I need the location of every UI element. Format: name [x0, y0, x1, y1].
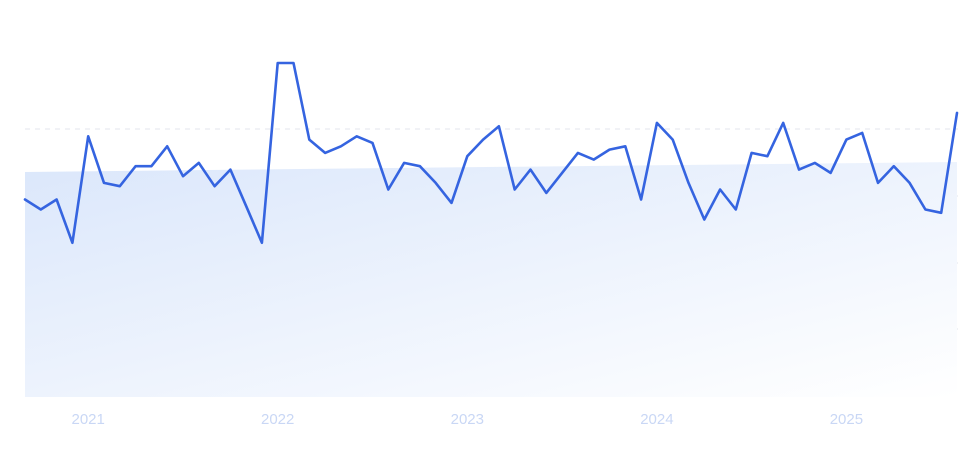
data-point-2022-11	[433, 180, 439, 186]
area-panel	[25, 162, 957, 397]
data-point-2021-04	[133, 163, 139, 169]
x-tick-label-2024: 2024	[640, 411, 673, 428]
data-point-2023-02	[480, 137, 486, 143]
data-point-2022-10	[417, 163, 423, 169]
data-point-2021-02	[101, 180, 107, 186]
data-point-2022-07	[370, 140, 376, 146]
data-point-2024-06	[733, 207, 739, 213]
data-point-2021-07	[180, 173, 186, 179]
data-point-2022-09	[401, 160, 407, 166]
data-point-2023-06	[543, 190, 549, 196]
data-point-2022-06	[354, 133, 360, 139]
data-point-2021-06	[164, 143, 170, 149]
data-point-2024-05	[717, 187, 723, 193]
data-point-2020-12	[69, 240, 75, 246]
data-point-2023-10	[607, 147, 613, 153]
area-fill	[25, 162, 957, 397]
data-point-2021-11	[243, 203, 249, 209]
data-point-2024-02	[670, 137, 676, 143]
x-tick-label-2025: 2025	[830, 411, 863, 428]
data-point-2024-11	[812, 160, 818, 166]
data-point-2025-07	[938, 210, 944, 216]
series-line	[23, 61, 959, 245]
data-point-2024-08	[764, 153, 770, 159]
data-point-2025-01	[843, 137, 849, 143]
data-point-2022-05	[338, 143, 344, 149]
data-point-2021-08	[196, 160, 202, 166]
data-point-2022-12	[449, 200, 455, 206]
data-point-2023-03	[496, 123, 502, 129]
data-point-2025-06	[922, 207, 928, 213]
data-point-2023-08	[575, 150, 581, 156]
data-point-2021-05	[148, 163, 154, 169]
data-point-2022-03	[306, 137, 312, 143]
data-point-2023-11	[622, 143, 628, 149]
data-point-2024-03	[686, 180, 692, 186]
data-point-2024-09	[780, 120, 786, 126]
series-group	[22, 60, 960, 246]
data-point-2024-12	[828, 170, 834, 176]
data-point-2022-08	[385, 187, 391, 193]
x-tick-label-2023: 2023	[451, 411, 484, 428]
data-point-2024-07	[749, 150, 755, 156]
data-point-2025-02	[859, 130, 865, 136]
data-point-2021-01	[85, 133, 91, 139]
data-point-2023-01	[464, 153, 470, 159]
data-point-2025-04	[891, 163, 897, 169]
data-point-2025-03	[875, 180, 881, 186]
data-point-2022-04	[322, 150, 328, 156]
data-point-2023-04	[512, 187, 518, 193]
data-point-2022-02	[291, 60, 297, 66]
x-axis-ticks: 2021 2022 2023 2024 2025	[72, 411, 864, 428]
data-point-2025-08	[954, 110, 960, 116]
data-point-2023-09	[591, 157, 597, 163]
data-point-2023-07	[559, 170, 565, 176]
data-point-2020-09	[22, 197, 28, 203]
data-point-2020-10	[38, 207, 44, 213]
data-point-2024-10	[796, 167, 802, 173]
data-point-2021-03	[117, 183, 123, 189]
data-point-2022-01	[275, 60, 281, 66]
data-point-2024-04	[701, 217, 707, 223]
data-point-2025-05	[907, 180, 913, 186]
data-point-2021-12	[259, 240, 265, 246]
data-point-2023-05	[528, 167, 534, 173]
data-point-2021-10	[227, 167, 233, 173]
data-point-2024-01	[654, 120, 660, 126]
data-point-2023-12	[638, 197, 644, 203]
data-point-2021-09	[212, 183, 218, 189]
x-tick-label-2022: 2022	[261, 411, 294, 428]
x-tick-label-2021: 2021	[72, 411, 105, 428]
data-point-2020-11	[54, 197, 60, 203]
